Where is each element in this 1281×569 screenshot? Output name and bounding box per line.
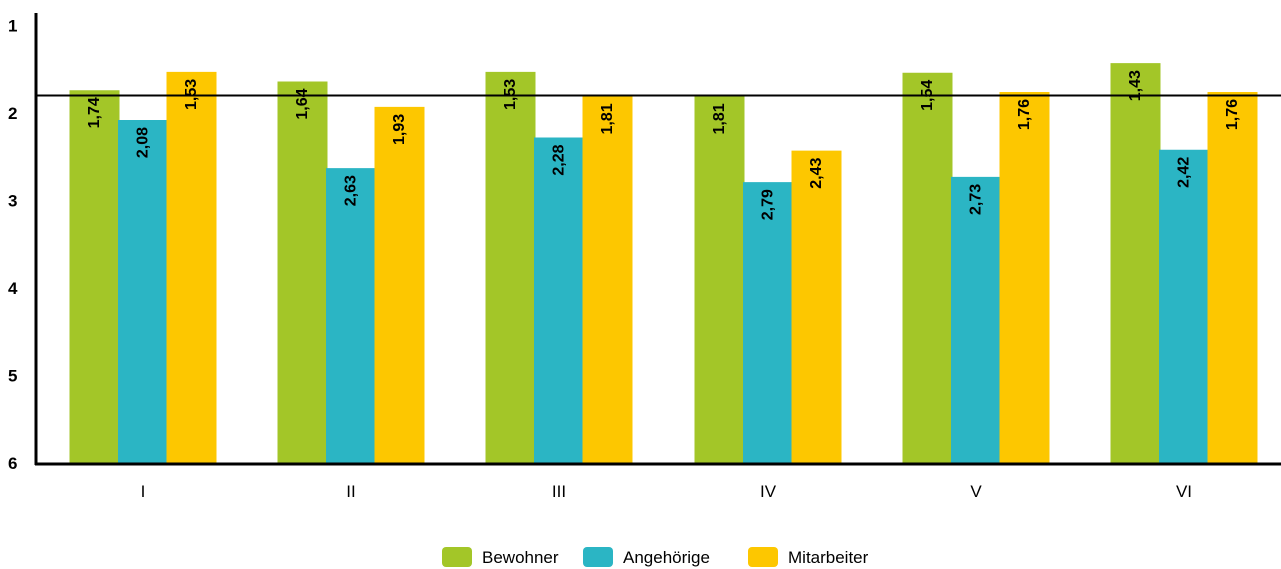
legend-label-bewohner: Bewohner xyxy=(482,548,559,567)
value-label-bewohner-v: 1,54 xyxy=(919,80,936,111)
legend-swatch-bewohner xyxy=(442,547,472,567)
value-label-mitarbeiter-v: 1,76 xyxy=(1016,99,1033,130)
bar-mitarbeiter-vi xyxy=(1207,92,1258,463)
bar-mitarbeiter-iv xyxy=(791,150,842,463)
legend: Bewohner Angehörige Mitarbeiter xyxy=(442,547,869,567)
y-tick-label: 1 xyxy=(8,17,17,36)
value-label-angehoerige-i: 2,08 xyxy=(135,127,152,158)
legend-swatch-angehoerige xyxy=(583,547,613,567)
value-labels: 1,74 2,08 1,53 1,64 2,63 1,93 1,53 2,28 1,81 1,81… xyxy=(86,70,1241,220)
bar-bewohner-v xyxy=(902,72,953,463)
y-tick-labels: 1 2 3 4 5 6 xyxy=(8,17,18,474)
x-tick-labels: I II III IV V VI xyxy=(141,482,1192,501)
value-label-bewohner-ii: 1,64 xyxy=(294,88,311,119)
x-tick-label: III xyxy=(552,482,566,501)
x-tick-label: IV xyxy=(760,482,777,501)
bar-angehoerige-ii xyxy=(326,168,376,463)
value-label-mitarbeiter-ii: 1,93 xyxy=(391,114,408,145)
legend-swatch-mitarbeiter xyxy=(748,547,778,567)
value-label-angehoerige-v: 2,73 xyxy=(968,184,985,215)
legend-label-mitarbeiter: Mitarbeiter xyxy=(788,548,869,567)
value-label-angehoerige-iii: 2,28 xyxy=(551,144,568,175)
value-label-angehoerige-iv: 2,79 xyxy=(760,189,777,220)
y-tick-label: 2 xyxy=(8,104,17,123)
value-label-mitarbeiter-iii: 1,81 xyxy=(599,103,616,134)
x-tick-label: I xyxy=(141,482,146,501)
bar-angehoerige-iv xyxy=(743,182,793,463)
bar-angehoerige-i xyxy=(118,120,168,463)
bars-layer xyxy=(69,63,1258,463)
value-label-bewohner-vi: 1,43 xyxy=(1127,70,1144,101)
bar-angehoerige-vi xyxy=(1159,149,1209,463)
value-label-angehoerige-vi: 2,42 xyxy=(1176,157,1193,188)
value-label-angehoerige-ii: 2,63 xyxy=(343,175,360,206)
legend-label-angehoerige: Angehörige xyxy=(623,548,710,567)
value-label-mitarbeiter-vi: 1,76 xyxy=(1224,99,1241,130)
value-label-bewohner-iv: 1,81 xyxy=(711,103,728,134)
bar-mitarbeiter-ii xyxy=(374,106,425,463)
bar-bewohner-iv xyxy=(694,96,745,463)
y-tick-label: 5 xyxy=(8,367,17,386)
bar-bewohner-ii xyxy=(277,81,328,463)
bar-mitarbeiter-v xyxy=(999,92,1050,463)
x-tick-label: V xyxy=(970,482,982,501)
bar-angehoerige-v xyxy=(951,176,1001,463)
value-label-bewohner-i: 1,74 xyxy=(86,97,103,128)
bar-angehoerige-iii xyxy=(534,137,584,463)
value-label-mitarbeiter-i: 1,53 xyxy=(183,79,200,110)
y-tick-label: 3 xyxy=(8,192,17,211)
bar-bewohner-vi xyxy=(1110,63,1161,463)
x-tick-label: II xyxy=(346,482,355,501)
value-label-mitarbeiter-iv: 2,43 xyxy=(808,158,825,189)
bar-mitarbeiter-i xyxy=(166,71,217,463)
bar-bewohner-i xyxy=(69,90,120,463)
bar-bewohner-iii xyxy=(485,71,536,463)
bar-mitarbeiter-iii xyxy=(582,96,633,463)
y-tick-label: 4 xyxy=(8,279,18,298)
value-label-bewohner-iii: 1,53 xyxy=(502,79,519,110)
x-tick-label: VI xyxy=(1176,482,1192,501)
y-tick-label: 6 xyxy=(8,454,17,473)
